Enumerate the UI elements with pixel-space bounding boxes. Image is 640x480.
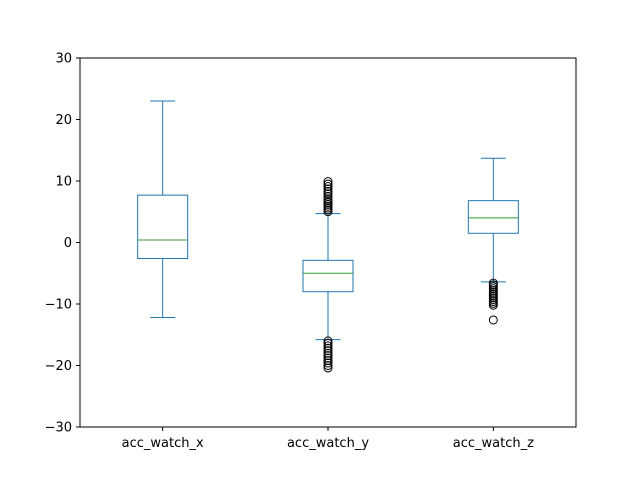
outlier-point	[323, 348, 333, 358]
box-iqr	[302, 259, 354, 293]
outlier-point	[323, 179, 333, 189]
outlier-point	[323, 191, 333, 201]
x-tick-label: acc_watch_z	[453, 436, 534, 451]
y-tick-label: −10	[45, 298, 72, 313]
y-tick-label: 10	[55, 175, 72, 190]
outlier-point	[323, 343, 333, 353]
outlier-point	[323, 177, 333, 187]
x-axis: acc_watch_x acc_watch_y acc_watch_z	[122, 427, 534, 451]
outlier-point	[323, 353, 333, 363]
outlier-point	[323, 338, 333, 348]
y-tick-label: −30	[45, 421, 72, 436]
box-series-acc_watch_x	[137, 100, 189, 319]
box-series-acc_watch_z	[467, 157, 519, 325]
axes-frame	[79, 57, 577, 428]
outlier-point	[323, 182, 333, 192]
outlier-point	[323, 341, 333, 351]
outlier-point	[323, 358, 333, 368]
x-tick-label: acc_watch_y	[287, 436, 369, 451]
outlier-point	[323, 189, 333, 199]
outlier-point	[323, 186, 333, 196]
plot-area	[137, 100, 519, 373]
outlier-point	[323, 363, 333, 373]
outlier-point	[323, 346, 333, 356]
y-axis: −30 −20 −10 0 10 20 30	[45, 52, 80, 436]
outlier-point	[323, 336, 333, 346]
outlier-point	[323, 194, 333, 204]
outlier-point	[323, 351, 333, 361]
y-tick-label: 0	[64, 236, 72, 251]
box-iqr	[137, 194, 189, 259]
outlier-point	[488, 315, 498, 325]
y-tick-label: 20	[55, 113, 72, 128]
x-tick-label: acc_watch_x	[122, 436, 204, 451]
outlier-point	[323, 184, 333, 194]
outlier-point	[323, 361, 333, 370]
box-series-acc_watch_y	[302, 177, 354, 373]
outlier-point	[323, 356, 333, 366]
y-tick-label: 30	[55, 52, 72, 67]
outlier-point	[488, 300, 498, 310]
box-iqr	[467, 200, 519, 234]
y-tick-label: −20	[45, 359, 72, 374]
